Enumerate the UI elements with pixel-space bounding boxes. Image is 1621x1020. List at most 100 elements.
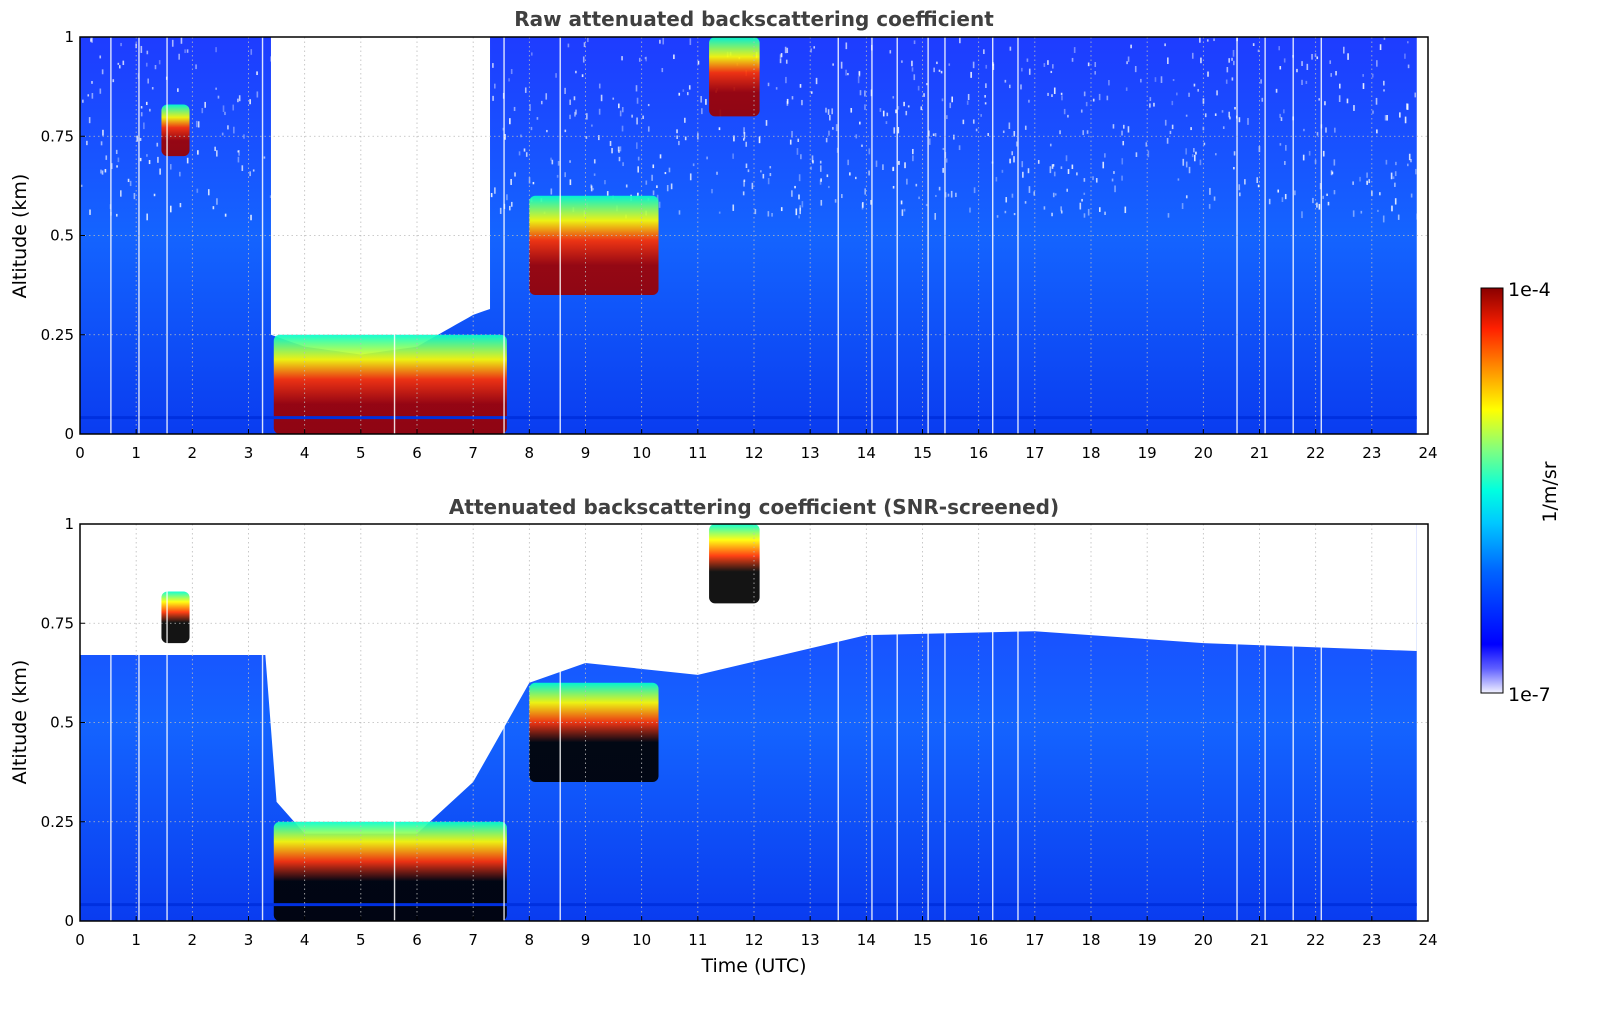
noise-speckle: [743, 180, 745, 187]
noise-speckle: [1024, 125, 1027, 130]
y-tick-label: 0.25: [41, 813, 74, 831]
noise-speckle: [1013, 131, 1016, 137]
x-tick-label: 5: [356, 444, 366, 462]
noise-speckle: [1127, 126, 1130, 133]
noise-speckle: [688, 85, 691, 90]
noise-speckle: [1171, 100, 1174, 106]
noise-speckle: [1283, 58, 1286, 63]
noise-speckle: [1071, 164, 1074, 170]
y-tick-label: 0.75: [41, 614, 74, 632]
noise-speckle: [832, 127, 834, 130]
noise-speckle: [936, 61, 938, 65]
x-tick-label: 17: [1025, 931, 1044, 949]
noise-speckle: [490, 192, 493, 198]
x-tick-label: 12: [744, 931, 763, 949]
noise-speckle: [1331, 171, 1334, 175]
noise-speckle: [631, 114, 633, 118]
noise-speckle: [115, 213, 118, 217]
x-tick-label: 14: [857, 931, 876, 949]
noise-speckle: [1279, 66, 1282, 70]
noise-speckle: [985, 64, 988, 69]
noise-speckle: [1082, 130, 1085, 136]
noise-speckle: [1394, 198, 1397, 205]
noise-speckle: [564, 87, 566, 94]
x-tick-label: 11: [688, 931, 707, 949]
noise-speckle: [1188, 166, 1191, 174]
noise-speckle: [531, 52, 533, 56]
noise-speckle: [1311, 53, 1313, 60]
noise-speckle: [1302, 154, 1305, 161]
noise-speckle: [1383, 80, 1385, 86]
noise-speckle: [810, 91, 813, 94]
x-tick-label: 0: [75, 931, 85, 949]
noise-speckle: [935, 194, 937, 197]
noise-speckle: [1406, 103, 1408, 110]
noise-speckle: [1226, 67, 1229, 73]
noise-speckle: [1122, 140, 1125, 146]
screened-panel-title: Attenuated backscattering coefficient (S…: [449, 495, 1059, 519]
noise-speckle: [912, 155, 914, 162]
noise-speckle: [250, 214, 252, 221]
noise-speckle: [149, 108, 151, 112]
noise-speckle: [966, 100, 969, 105]
noise-speckle: [1073, 47, 1076, 53]
noise-speckle: [1177, 178, 1180, 181]
noise-speckle: [197, 150, 199, 155]
noise-speckle: [858, 71, 861, 76]
noise-speckle: [1149, 103, 1151, 108]
noise-speckle: [898, 160, 900, 165]
noise-speckle: [831, 108, 833, 115]
noise-speckle: [1231, 77, 1234, 81]
noise-speckle: [984, 102, 987, 105]
noise-speckle: [645, 56, 647, 62]
noise-speckle: [656, 185, 658, 189]
noise-speckle: [196, 188, 199, 193]
noise-speckle: [1167, 57, 1169, 65]
noise-speckle: [825, 107, 827, 113]
noise-speckle: [598, 135, 600, 141]
noise-speckle: [882, 164, 884, 170]
noise-speckle: [854, 176, 857, 180]
noise-speckle: [923, 93, 925, 97]
noise-speckle: [618, 156, 621, 162]
noise-speckle: [1167, 213, 1170, 218]
noise-speckle: [604, 180, 606, 185]
noise-speckle: [587, 37, 589, 43]
noise-speckle: [784, 46, 787, 54]
noise-speckle: [1079, 202, 1082, 210]
noise-speckle: [598, 83, 601, 89]
x-tick-label: 24: [1418, 931, 1437, 949]
raw-y-axis-label: Altitude (km): [9, 174, 31, 299]
noise-speckle: [508, 78, 510, 82]
noise-speckle: [1083, 213, 1086, 218]
noise-speckle: [689, 38, 692, 46]
x-tick-label: 2: [188, 444, 198, 462]
screened-out-region: [80, 524, 1417, 834]
noise-speckle: [1352, 210, 1355, 217]
noise-speckle: [967, 93, 970, 101]
noise-speckle: [1053, 171, 1056, 177]
noise-speckle: [1086, 130, 1089, 134]
noise-speckle: [985, 83, 987, 88]
noise-speckle: [215, 87, 217, 90]
noise-speckle: [1379, 192, 1381, 196]
noise-speckle: [529, 104, 531, 112]
noise-speckle: [1121, 130, 1123, 136]
noise-speckle: [642, 115, 644, 119]
noise-speckle: [237, 156, 240, 163]
noise-speckle: [692, 163, 695, 167]
noise-speckle: [636, 142, 638, 149]
noise-speckle: [513, 106, 516, 112]
noise-speckle: [798, 174, 801, 182]
noise-speckle: [204, 101, 206, 108]
noise-speckle: [217, 95, 220, 99]
noise-speckle: [673, 54, 675, 60]
noise-speckle: [875, 160, 878, 167]
noise-speckle: [791, 190, 793, 197]
noise-speckle: [145, 62, 148, 67]
noise-speckle: [1371, 73, 1374, 78]
noise-speckle: [139, 137, 142, 141]
noise-speckle: [928, 138, 931, 145]
noise-speckle: [99, 88, 102, 94]
noise-speckle: [520, 134, 522, 138]
